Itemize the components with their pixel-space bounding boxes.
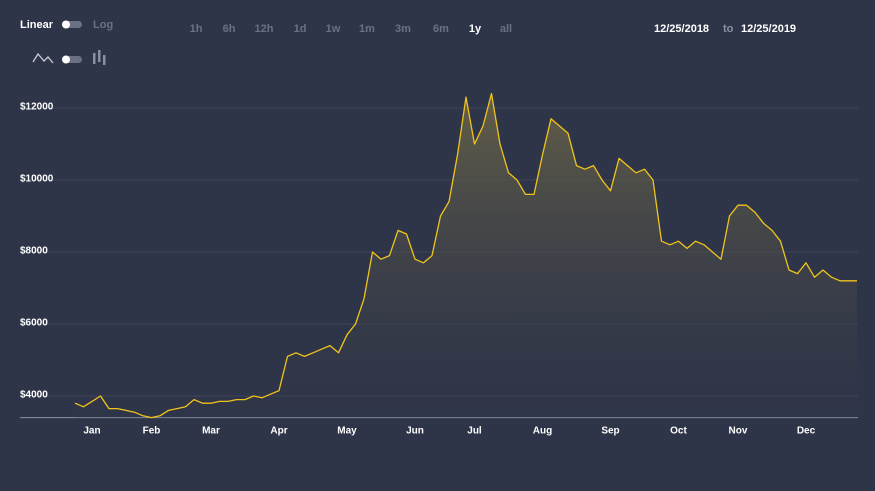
x-tick-label: Oct [670,426,687,437]
range-button[interactable]: 1w [326,23,341,35]
date-to[interactable]: 12/25/2019 [741,23,796,35]
y-tick-label: $8000 [20,246,48,257]
x-tick-label: Jan [83,426,100,437]
date-from[interactable]: 12/25/2018 [654,23,709,35]
scale-linear[interactable]: Linear [20,19,54,31]
toggle-knob [62,20,70,29]
x-tick-label: Jun [406,426,424,437]
price-line [74,92,857,419]
range-button[interactable]: all [500,23,512,35]
y-tick-label: $12000 [20,102,54,113]
y-tick-label: $4000 [20,390,48,401]
x-tick-label: Feb [143,426,161,437]
range-button[interactable]: 1m [359,23,375,35]
x-tick-label: Mar [202,426,220,437]
x-tick-label: Dec [797,426,816,437]
range-button[interactable]: 3m [395,23,411,35]
y-tick-label: $10000 [20,174,54,185]
range-button[interactable]: 6m [433,23,449,35]
range-button[interactable]: 1d [294,23,307,35]
range-button[interactable]: 6h [223,23,236,35]
range-button[interactable]: 1h [190,23,203,35]
y-tick-label: $6000 [20,318,48,329]
area-shade [75,93,857,418]
line-icon[interactable] [32,52,54,64]
x-tick-label: Jul [467,426,482,437]
scale-log[interactable]: Log [93,19,113,31]
range-button[interactable]: 1y [469,23,482,35]
range-button[interactable]: 12h [255,23,274,35]
candle-icon[interactable] [93,50,106,65]
toggle-knob [62,55,70,64]
x-tick-label: Nov [729,426,748,437]
x-tick-label: Apr [270,426,287,437]
date-separator: to [723,23,734,35]
controls: Linear Log 12/25/2018 to 12/25/2019 [20,19,796,65]
x-tick-label: May [337,426,357,437]
x-tick-label: Sep [601,426,619,437]
x-tick-label: Aug [533,426,552,437]
